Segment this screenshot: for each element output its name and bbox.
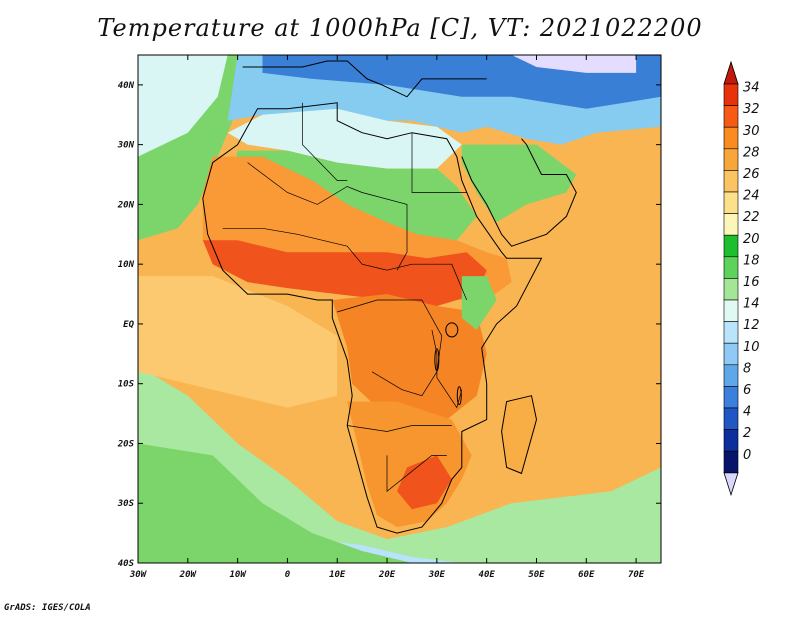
country-border-0 [247, 162, 408, 271]
sahel-hot-region [202, 240, 487, 306]
colorbar-swatch-17 [723, 450, 739, 474]
colorbar-label-2: 30 [743, 124, 760, 139]
longitude-ticks: 30W 20W 10W 0 10E 20E 30E 40E 50E 60E 70E [129, 55, 645, 580]
colorbar-label-14: 6 [743, 383, 751, 398]
x-tick-label-1: 20W [179, 570, 198, 580]
x-tick-label-5: 20E [378, 570, 396, 580]
colorbar-label-4: 26 [743, 167, 760, 182]
x-tick-label-10: 70E [628, 570, 645, 580]
country-border-6 [302, 102, 348, 181]
east-highlands-region [461, 276, 497, 330]
y-tick-label-7: 30S [117, 499, 135, 509]
x-tick-label-2: 10W [229, 570, 247, 580]
colorbar-label-7: 20 [743, 232, 760, 247]
colorbar-swatch-13 [723, 364, 739, 387]
colorbar-swatch-2 [723, 126, 739, 150]
coastal-cool-region [138, 443, 412, 563]
southern-hot-region [397, 455, 452, 510]
y-tick-label-3: 10N [118, 260, 135, 270]
plot-frame [137, 54, 662, 564]
colorbar-label-0: 34 [743, 81, 760, 96]
cold-cap-region [511, 55, 637, 73]
x-tick-label-6: 30E [428, 570, 446, 580]
colorbar-swatch-9 [723, 278, 739, 301]
ocean-tropical-region [138, 276, 338, 408]
madagascar-coastline [501, 395, 538, 475]
colorbar-label-8: 18 [743, 253, 760, 268]
atlantic-north-mild-region [138, 55, 228, 157]
country-border-4 [386, 455, 447, 493]
y-tick-label-8: 40S [118, 559, 135, 569]
colorbar-swatch-12 [723, 342, 739, 366]
lake-malawi [456, 386, 462, 406]
colorbar-top-arrow [723, 60, 739, 85]
lake-victoria [445, 322, 459, 338]
x-tick-label-8: 50E [528, 570, 545, 580]
north-africa-mild-region [227, 108, 462, 169]
latitude-ticks: 40N 30N 20N 10N EQ 10S 20S 30S 40S [117, 81, 661, 569]
x-tick-label-3: 0 [285, 570, 291, 580]
colorbar-swatch-5 [723, 191, 739, 214]
colorbar-swatch-8 [723, 256, 739, 279]
colorbar-bottom-arrow [723, 472, 739, 497]
y-tick-label-5: 10S [118, 380, 135, 390]
congo-region [332, 294, 487, 420]
country-border-3 [347, 425, 452, 432]
y-tick-label-2: 20N [117, 200, 135, 210]
colorbar-swatch-6 [723, 213, 739, 236]
y-tick-label-6: 20S [117, 439, 135, 449]
colorbar-label-6: 22 [743, 210, 760, 225]
colorbar-label-13: 8 [743, 361, 751, 376]
temperature-field [138, 55, 661, 563]
coastline-overlay [202, 60, 577, 534]
country-border-1 [222, 227, 468, 301]
x-tick-label-7: 40E [479, 570, 496, 580]
madagascar-region [501, 395, 537, 474]
colorbar-label-9: 16 [743, 275, 760, 290]
colorbar-label-15: 4 [743, 405, 751, 420]
colorbar-swatch-16 [723, 429, 739, 452]
country-border-5 [411, 132, 467, 193]
colorbar-swatch-3 [723, 148, 739, 171]
colorbar-label-11: 12 [743, 318, 760, 333]
europe-coastline [242, 60, 487, 98]
country-border-2 [337, 299, 443, 397]
colorbar-swatch-0 [723, 83, 739, 106]
x-tick-label-4: 10E [329, 570, 346, 580]
grads-credit: GrADS: IGES/COLA [4, 603, 91, 613]
y-tick-label-4: EQ [123, 320, 134, 330]
country-border-7 [431, 329, 463, 409]
lake-tanganyika [434, 348, 440, 372]
colorbar-swatch-4 [723, 170, 739, 193]
colorbar-swatch-15 [723, 407, 739, 430]
y-tick-label-1: 30N [117, 141, 135, 151]
colorbar-label-12: 10 [743, 340, 760, 355]
map-title: Temperature at 1000hPa [C], VT: 20210222… [97, 14, 703, 42]
colorbar-swatch-11 [723, 321, 739, 344]
colorbar-label-5: 24 [743, 189, 760, 204]
arabia-mild-region [461, 144, 577, 223]
africa-coastline [202, 102, 543, 534]
colorbar-swatch-10 [723, 299, 739, 322]
colorbar-swatch-1 [723, 105, 739, 128]
y-tick-label-0: 40N [118, 81, 135, 91]
colorbar-label-1: 32 [743, 102, 760, 117]
x-tick-label-0: 30W [129, 570, 148, 580]
colorbar-label-10: 14 [743, 297, 760, 312]
colorbar-label-16: 2 [743, 426, 751, 441]
colorbar-label-3: 28 [743, 145, 760, 160]
colorbar-swatch-14 [723, 386, 739, 409]
arabia-coastline [461, 138, 577, 247]
colorbar-label-17: 0 [743, 448, 751, 463]
colorbar-swatch-7 [723, 234, 739, 258]
x-tick-label-9: 60E [578, 570, 595, 580]
